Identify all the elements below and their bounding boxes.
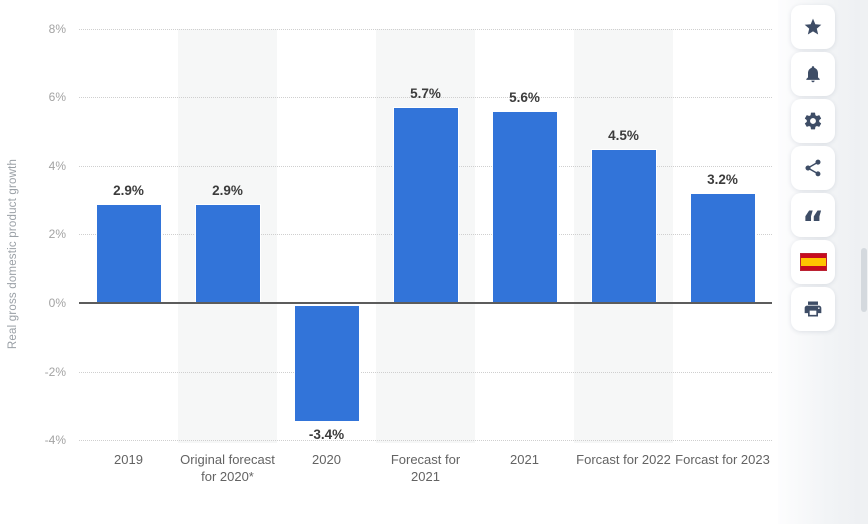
gear-icon bbox=[803, 111, 823, 131]
y-gridline bbox=[79, 440, 772, 442]
bar-value-label: 5.6% bbox=[509, 89, 540, 105]
y-axis-title: Real gross domestic product growth bbox=[7, 158, 19, 350]
bar[interactable] bbox=[293, 305, 360, 422]
y-tick-label: 2% bbox=[48, 227, 66, 242]
y-gridline bbox=[79, 371, 772, 373]
print-button[interactable] bbox=[791, 287, 835, 331]
x-category-label: 2020 bbox=[312, 452, 341, 467]
bar[interactable] bbox=[194, 203, 261, 303]
bar-value-label: -3.4% bbox=[308, 426, 345, 442]
citation-button[interactable]: “ bbox=[791, 193, 835, 244]
y-tick-label: -4% bbox=[44, 433, 66, 448]
x-category-label: 2021 bbox=[510, 452, 539, 467]
x-category-label: Forcast for 2023 bbox=[675, 452, 770, 467]
y-tick-label: 0% bbox=[48, 296, 66, 310]
bar-value-label: 4.5% bbox=[608, 127, 639, 143]
share-icon bbox=[803, 158, 823, 178]
printer-icon bbox=[803, 299, 823, 319]
scrollbar-track[interactable] bbox=[860, 0, 868, 524]
share-button[interactable] bbox=[791, 146, 835, 190]
y-tick-label: 6% bbox=[48, 90, 66, 105]
bar[interactable] bbox=[689, 193, 756, 303]
settings-button[interactable] bbox=[791, 99, 835, 143]
bar-value-label: 2.9% bbox=[212, 182, 243, 198]
bar-value-label: 2.9% bbox=[113, 182, 144, 198]
scrollbar-thumb[interactable] bbox=[861, 248, 867, 312]
side-toolbar: “ bbox=[778, 0, 868, 524]
y-tick-label: -2% bbox=[44, 364, 66, 379]
bar[interactable] bbox=[392, 107, 459, 303]
y-gridline bbox=[79, 28, 772, 30]
notifications-button[interactable] bbox=[791, 52, 835, 96]
bar[interactable] bbox=[590, 148, 657, 303]
x-category-label: Original forecast for 2020* bbox=[180, 452, 275, 484]
x-category-label: Forcast for 2022 bbox=[576, 452, 671, 467]
favorite-button[interactable] bbox=[791, 5, 835, 49]
x-category-label: 2019 bbox=[114, 452, 143, 467]
zero-axis-line bbox=[79, 302, 772, 304]
y-gridline bbox=[79, 97, 772, 99]
chart-plot-area: Real gross domestic product growth 8% 6% 4… bbox=[7, 21, 772, 484]
bar[interactable] bbox=[491, 110, 558, 303]
bar-value-label: 3.2% bbox=[707, 172, 738, 188]
quote-icon: “ bbox=[801, 204, 825, 244]
x-category-label: Forecast for 2021 bbox=[390, 452, 461, 484]
star-icon bbox=[803, 17, 823, 37]
bell-icon bbox=[803, 64, 823, 84]
y-tick-label: 4% bbox=[48, 158, 66, 173]
language-spanish-button[interactable] bbox=[791, 240, 835, 284]
flag-spain-icon bbox=[799, 253, 827, 271]
bar[interactable] bbox=[95, 203, 162, 303]
bar-value-label: 5.7% bbox=[410, 86, 441, 102]
y-tick-label: 8% bbox=[48, 21, 66, 36]
